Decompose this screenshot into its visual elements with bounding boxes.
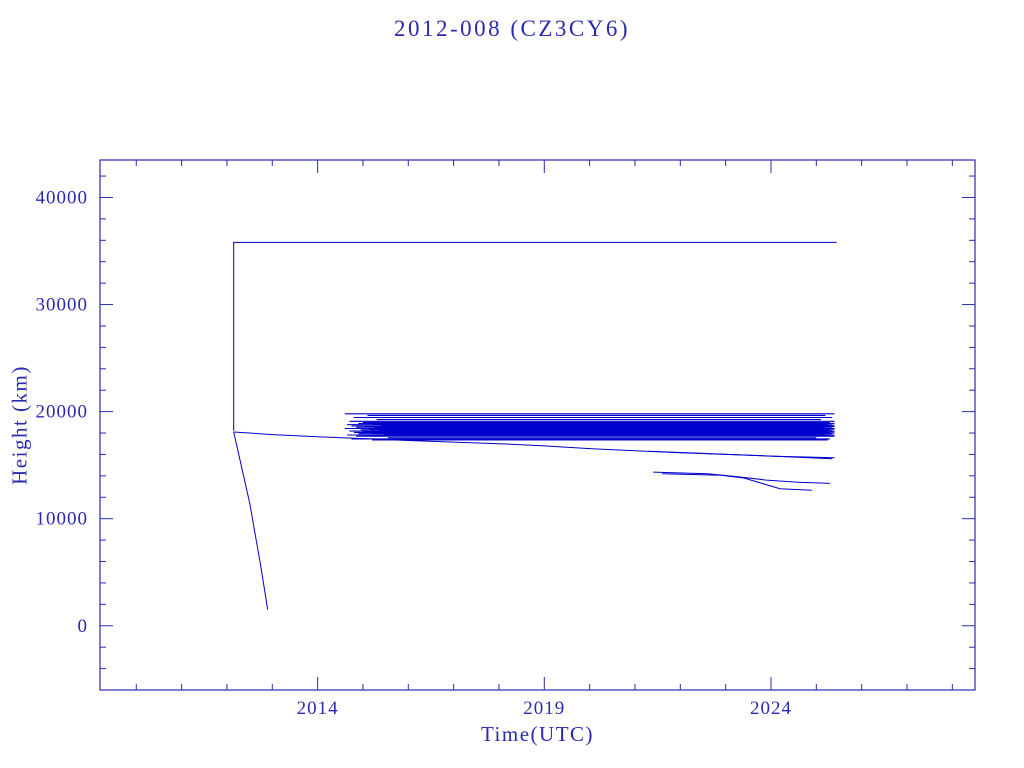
x-tick-label: 2024 xyxy=(750,698,792,719)
x-tick-label: 2014 xyxy=(297,698,339,719)
series-decayed-object xyxy=(233,431,269,610)
series-lowering-object-1 xyxy=(653,471,830,484)
chart-title: 2012-008 (CZ3CY6) xyxy=(393,16,631,41)
y-tick-label: 10000 xyxy=(36,509,89,530)
plot-frame xyxy=(99,159,976,691)
y-tick-label: 40000 xyxy=(36,187,89,208)
series-geo-apogee-line xyxy=(233,241,837,431)
y-tick-label: 20000 xyxy=(36,402,89,423)
y-tick-label: 0 xyxy=(78,616,89,637)
y-tick-label: 30000 xyxy=(36,295,89,316)
x-axis-label: Time(UTC) xyxy=(480,722,595,746)
series-lowering-object-2 xyxy=(662,473,812,491)
series-secondary-drift xyxy=(648,450,833,460)
x-tick-label: 2019 xyxy=(523,698,565,719)
